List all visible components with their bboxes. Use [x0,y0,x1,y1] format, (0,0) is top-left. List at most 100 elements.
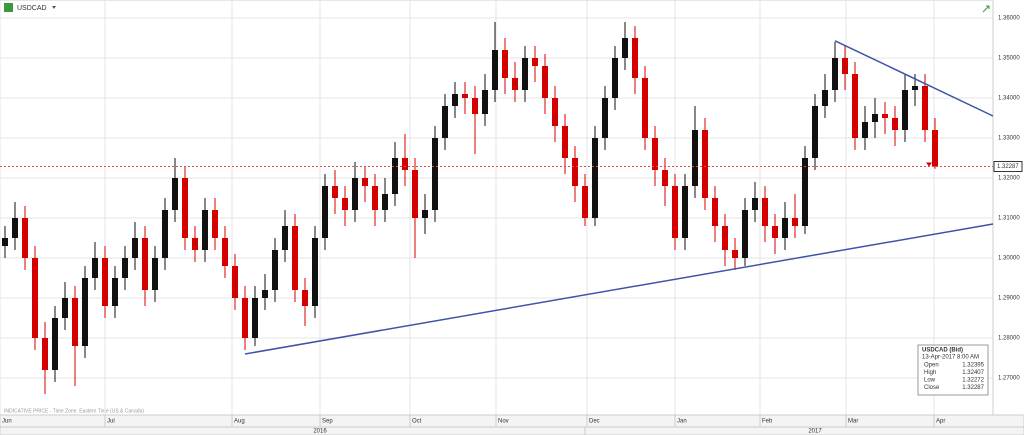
y-tick-label: 1.36000 [998,16,1020,22]
candle-body [912,86,918,90]
candle-body [342,198,348,210]
y-tick-label: 1.35000 [998,56,1020,62]
candle-body [282,226,288,250]
year-label: 2017 [808,429,822,435]
candle-body [462,94,468,98]
candle-body [782,218,788,238]
x-tick-label: Feb [762,419,773,425]
candle-body [872,114,878,122]
candle-body [402,158,408,170]
candle-body [252,298,258,338]
candle-body [62,298,68,318]
candle-body [672,186,678,238]
x-axis-band [0,414,1024,435]
candle-body [52,318,58,370]
candle-body [762,198,768,226]
candle-body [262,290,268,298]
trend-line [834,40,994,117]
candle-body [422,210,428,218]
candle-body [42,338,48,370]
candle-body [172,178,178,210]
candle-body [352,178,358,210]
y-tick-label: 1.33000 [998,136,1020,142]
info-key: Open [924,363,939,369]
candle-body [392,158,398,194]
candle-body [12,218,18,238]
candle-body [662,170,668,186]
y-tick-label: 1.27000 [998,376,1020,382]
candle-body [152,258,158,290]
x-tick-label: Oct [412,419,422,425]
candle-body [322,186,328,238]
candle-body [652,138,658,170]
candle-body [832,58,838,90]
candle-body [622,38,628,58]
x-tick-label: Nov [498,419,509,425]
candle-body [632,38,638,78]
candle-body [572,158,578,186]
y-tick-label: 1.30000 [998,256,1020,262]
candle-body [232,266,238,298]
candle-body [22,218,28,258]
info-value: 1.32287 [962,385,984,391]
chart-title[interactable]: USDCAD [17,5,47,12]
info-key: High [924,370,936,376]
x-tick-label: Mar [848,419,858,425]
candle-body [212,210,218,238]
candle-body [812,106,818,158]
candle-body [412,170,418,218]
candle-body [532,58,538,66]
candle-body [302,290,308,306]
symbol-icon [4,3,13,12]
info-box [917,344,989,396]
candle-body [682,186,688,238]
year-label: 2016 [313,429,327,435]
y-tick-label: 1.28000 [998,336,1020,342]
y-tick-label: 1.34000 [998,96,1020,102]
candle-body [72,298,78,346]
candle-body [862,122,868,138]
candle-body [482,90,488,114]
candle-body [242,298,248,338]
candle-body [362,178,368,186]
candle-body [192,238,198,250]
candle-body [432,138,438,210]
candle-body [582,186,588,218]
candle-body [542,66,548,98]
candle-body [112,278,118,306]
candle-body [722,226,728,250]
candle-body [892,118,898,130]
candle-body [502,50,508,78]
candle-body [932,130,938,167]
candle-body [742,210,748,258]
x-tick-label: Jul [107,419,115,425]
candle-body [592,138,598,218]
info-key: Close [924,385,940,391]
info-key: Low [924,378,936,384]
candle-body [612,58,618,98]
dropdown-arrow[interactable] [52,6,56,9]
last-price-box [993,161,1023,173]
x-tick-label: Jun [2,419,12,425]
candle-body [32,258,38,338]
candle-body [452,94,458,106]
candle-body [642,78,648,138]
x-tick-label: Jan [677,419,687,425]
candle-body [202,210,208,250]
candle-body [312,238,318,306]
candle-body [702,130,708,198]
candle-body [292,226,298,290]
candle-body [132,238,138,258]
candle-body [182,178,188,238]
candle-body [382,194,388,210]
last-price-label: 1.32287 [997,164,1019,170]
x-tick-label: Apr [936,419,945,425]
candle-body [522,58,528,90]
candle-body [882,114,888,118]
candle-body [772,226,778,238]
candle-body [512,78,518,90]
info-value: 1.32407 [962,370,984,376]
candle-body [712,198,718,226]
y-tick-label: 1.32000 [998,176,1020,182]
